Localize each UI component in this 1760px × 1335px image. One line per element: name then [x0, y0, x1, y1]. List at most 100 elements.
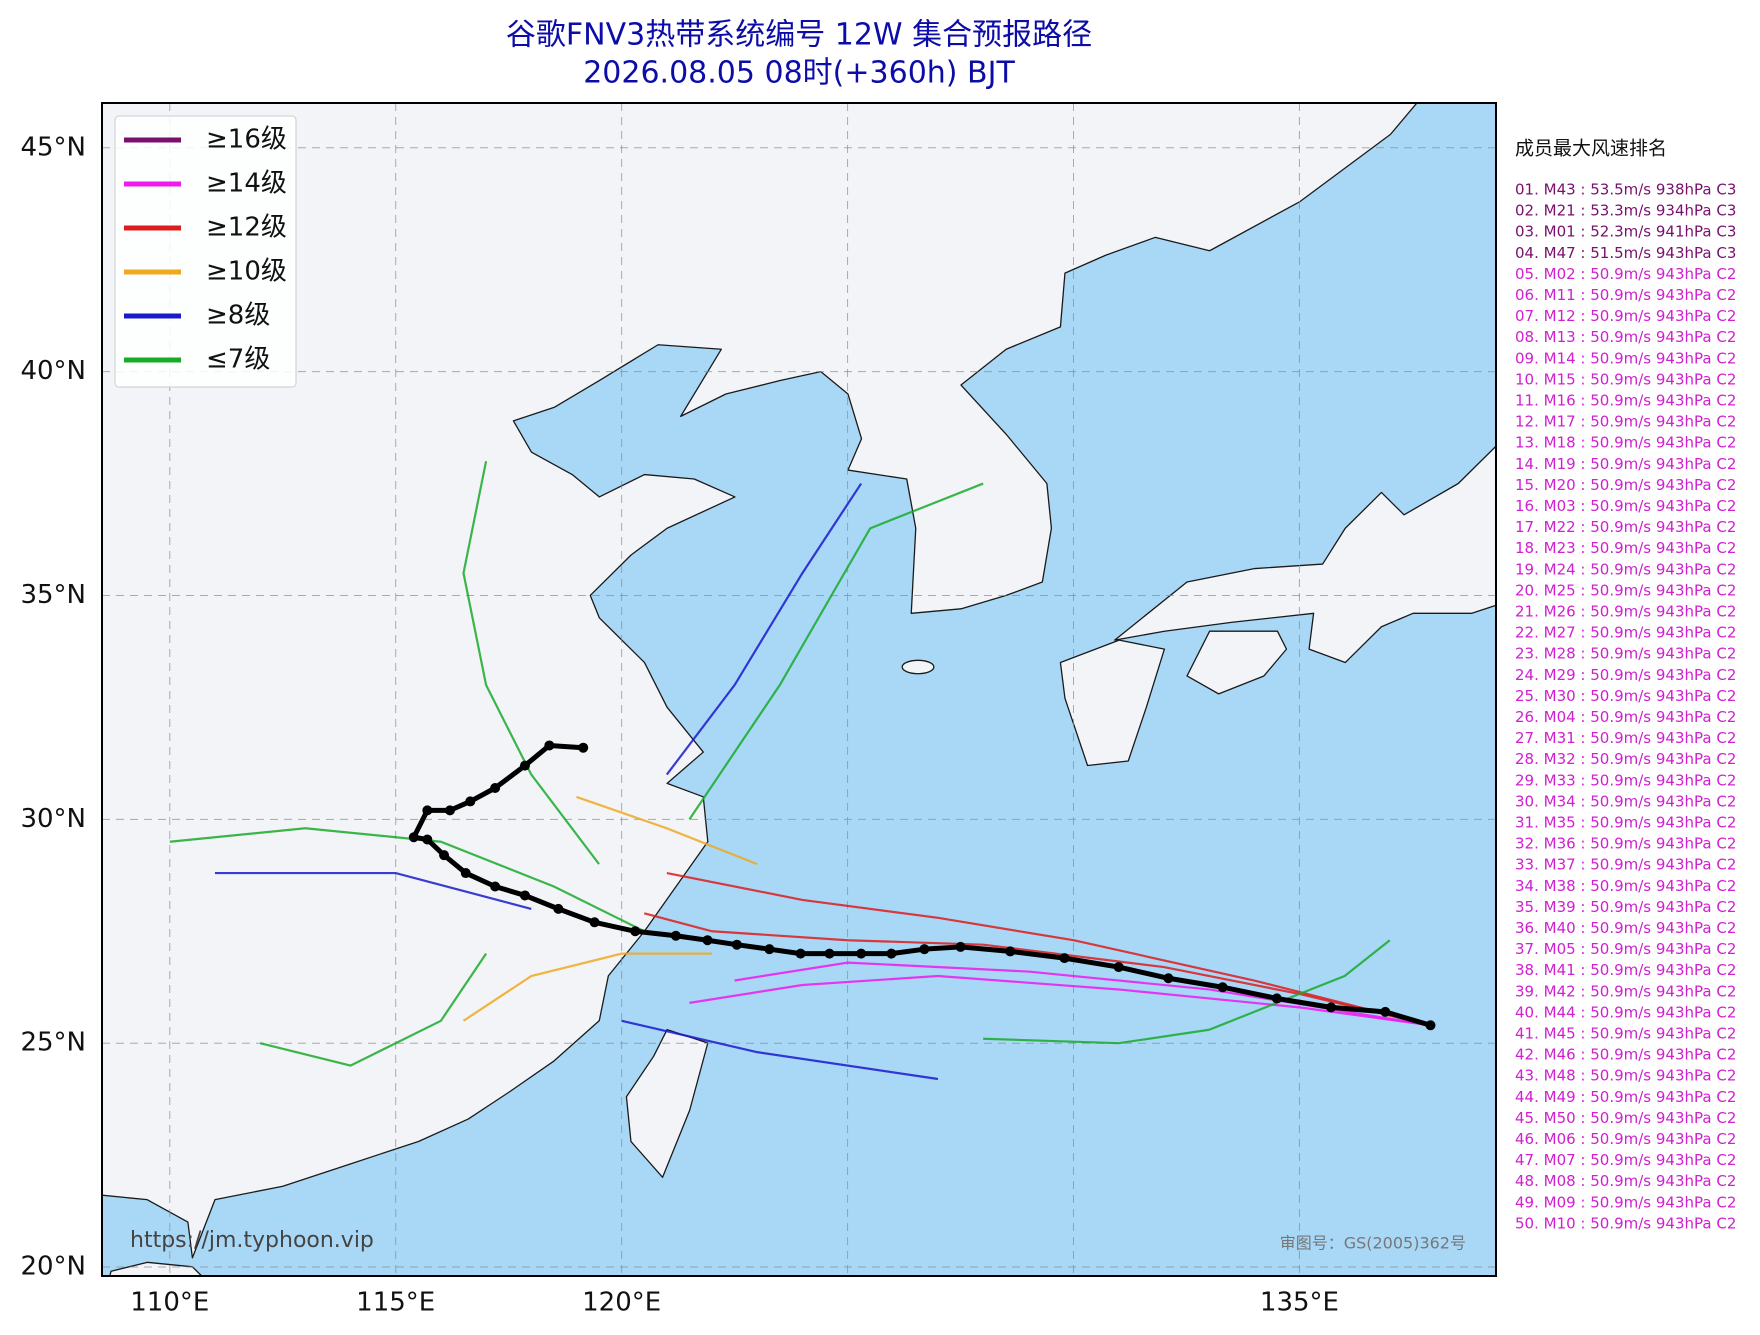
ranking-entry: 44. M49 : 50.9m/s 943hPa C2 [1515, 1088, 1736, 1106]
legend-label: ≥8级 [206, 301, 270, 331]
land [102, 103, 1496, 1276]
mean-track-point [670, 930, 681, 941]
ensemble-track [665, 482, 863, 776]
mean-track-point [519, 890, 530, 901]
ranking-entry: 14. M19 : 50.9m/s 943hPa C2 [1515, 455, 1736, 473]
ranking-entry: 17. M22 : 50.9m/s 943hPa C2 [1515, 518, 1736, 536]
mean-track-point [460, 868, 471, 879]
tracks [169, 460, 1436, 1081]
ranking-entry: 45. M50 : 50.9m/s 943hPa C2 [1515, 1109, 1736, 1127]
ranking-entry: 28. M32 : 50.9m/s 943hPa C2 [1515, 750, 1736, 768]
mean-track-point [589, 917, 600, 928]
mean-track-point [856, 948, 867, 959]
mean-track-point [1425, 1020, 1436, 1031]
mean-track-point [795, 948, 806, 959]
mean-track-point [886, 948, 897, 959]
mean-track-point [1113, 962, 1124, 973]
x-tick-label: 115°E [356, 1288, 435, 1318]
hainan [107, 1262, 216, 1276]
ranking-entry: 22. M27 : 50.9m/s 943hPa C2 [1515, 624, 1736, 642]
mean-track-point [1059, 953, 1070, 964]
ensemble-track [689, 974, 1431, 1027]
ranking-entry: 37. M05 : 50.9m/s 943hPa C2 [1515, 940, 1736, 958]
mainland [102, 103, 1435, 1258]
mean-track-point [955, 941, 966, 952]
ranking-entry: 08. M13 : 50.9m/s 943hPa C2 [1515, 328, 1736, 346]
ranking-entry: 39. M42 : 50.9m/s 943hPa C2 [1515, 982, 1736, 1000]
ranking-entry: 36. M40 : 50.9m/s 943hPa C2 [1515, 919, 1736, 937]
mean-track-point [1005, 946, 1016, 957]
ensemble-track [462, 460, 600, 865]
ranking-entry: 33. M37 : 50.9m/s 943hPa C2 [1515, 856, 1736, 874]
ranking-entry: 16. M03 : 50.9m/s 943hPa C2 [1515, 497, 1736, 515]
mean-track-point [422, 834, 433, 845]
chart-title: 谷歌FNV3热带系统编号 12W 集合预报路径 [506, 18, 1092, 53]
mean-track-point [1163, 973, 1174, 984]
mean-track-point [519, 760, 530, 771]
mean-track-point [408, 832, 419, 843]
mean-track-point [630, 926, 641, 937]
ranking-entry: 19. M24 : 50.9m/s 943hPa C2 [1515, 560, 1736, 578]
ranking-entry: 04. M47 : 51.5m/s 943hPa C3 [1515, 244, 1736, 262]
ensemble-track [462, 952, 713, 1022]
map-area [102, 103, 1496, 1276]
ranking-entry: 01. M43 : 53.5m/s 938hPa C3 [1515, 181, 1736, 199]
legend-entries: ≥16级 ≥14级 ≥12级 ≥10级 ≥8级 ≤7级 [124, 125, 287, 375]
legend-label: ≥16级 [206, 125, 287, 155]
ranking-entry: 40. M44 : 50.9m/s 943hPa C2 [1515, 1003, 1736, 1021]
map-frame [101, 102, 1497, 1277]
ensemble-track [621, 1019, 939, 1081]
legend-label: ≥10级 [206, 257, 287, 287]
y-tick-label: 45°N [20, 132, 86, 162]
y-tick-label: 20°N [20, 1252, 86, 1282]
ranking-entry: 34. M38 : 50.9m/s 943hPa C2 [1515, 877, 1736, 895]
mean-track-point [1271, 993, 1282, 1004]
x-tick-label: 135°E [1260, 1288, 1339, 1318]
ensemble-track [576, 795, 758, 866]
mean-track-point [1326, 1002, 1337, 1013]
ranking-entry: 06. M11 : 50.9m/s 943hPa C2 [1515, 286, 1736, 304]
x-tick-label: 120°E [582, 1288, 661, 1318]
legend-label: ≤7级 [206, 345, 270, 375]
ranking-entry: 49. M09 : 50.9m/s 943hPa C2 [1515, 1193, 1736, 1211]
ranking-entry: 42. M46 : 50.9m/s 943hPa C2 [1515, 1046, 1736, 1064]
map-approval: 审图号：GS(2005)362号 [1280, 1234, 1466, 1253]
ranking-entry: 13. M18 : 50.9m/s 943hPa C2 [1515, 434, 1736, 452]
ranking-entry: 24. M29 : 50.9m/s 943hPa C2 [1515, 666, 1736, 684]
mean-track-point [919, 944, 930, 955]
ranking-entry: 25. M30 : 50.9m/s 943hPa C2 [1515, 687, 1736, 705]
ranking-entry: 32. M36 : 50.9m/s 943hPa C2 [1515, 835, 1736, 853]
x-tick-label: 110°E [130, 1288, 209, 1318]
y-tick-label: 25°N [20, 1028, 86, 1058]
ranking-entry: 12. M17 : 50.9m/s 943hPa C2 [1515, 413, 1736, 431]
ranking-entry: 50. M10 : 50.9m/s 943hPa C2 [1515, 1214, 1736, 1232]
ranking-entry: 02. M21 : 53.3m/s 934hPa C3 [1515, 202, 1736, 220]
shikoku [1187, 631, 1286, 694]
ranking-entry: 29. M33 : 50.9m/s 943hPa C2 [1515, 771, 1736, 789]
ranking-entry: 05. M02 : 50.9m/s 943hPa C2 [1515, 265, 1736, 283]
ranking-entry: 47. M07 : 50.9m/s 943hPa C2 [1515, 1151, 1736, 1169]
jeju [902, 660, 934, 673]
ranking-entry: 43. M48 : 50.9m/s 943hPa C2 [1515, 1067, 1736, 1085]
kyushu [1060, 640, 1164, 765]
ensemble-track [666, 871, 1431, 1027]
ranking-entry: 11. M16 : 50.9m/s 943hPa C2 [1515, 392, 1736, 410]
ranking-entry: 38. M41 : 50.9m/s 943hPa C2 [1515, 961, 1736, 979]
mean-track-point [544, 740, 555, 751]
ensemble-track [169, 827, 645, 933]
mean-track-point [439, 850, 450, 861]
ranking-list: 01. M43 : 53.5m/s 938hPa C3 02. M21 : 53.… [1515, 181, 1736, 1233]
ranking-entry: 18. M23 : 50.9m/s 943hPa C2 [1515, 539, 1736, 557]
ranking-entry: 07. M12 : 50.9m/s 943hPa C2 [1515, 307, 1736, 325]
ranking-entry: 10. M15 : 50.9m/s 943hPa C2 [1515, 370, 1736, 388]
ranking-entry: 30. M34 : 50.9m/s 943hPa C2 [1515, 792, 1736, 810]
y-tick-label: 30°N [20, 804, 86, 834]
mean-track-point [578, 742, 589, 753]
ranking-entry: 31. M35 : 50.9m/s 943hPa C2 [1515, 814, 1736, 832]
ranking-entry: 27. M31 : 50.9m/s 943hPa C2 [1515, 729, 1736, 747]
ensemble-track [688, 482, 984, 820]
ranking-entry: 15. M20 : 50.9m/s 943hPa C2 [1515, 476, 1736, 494]
ranking-title: 成员最大风速排名 [1515, 138, 1667, 160]
mean-track-point [465, 796, 476, 807]
honshu [1115, 349, 1496, 662]
